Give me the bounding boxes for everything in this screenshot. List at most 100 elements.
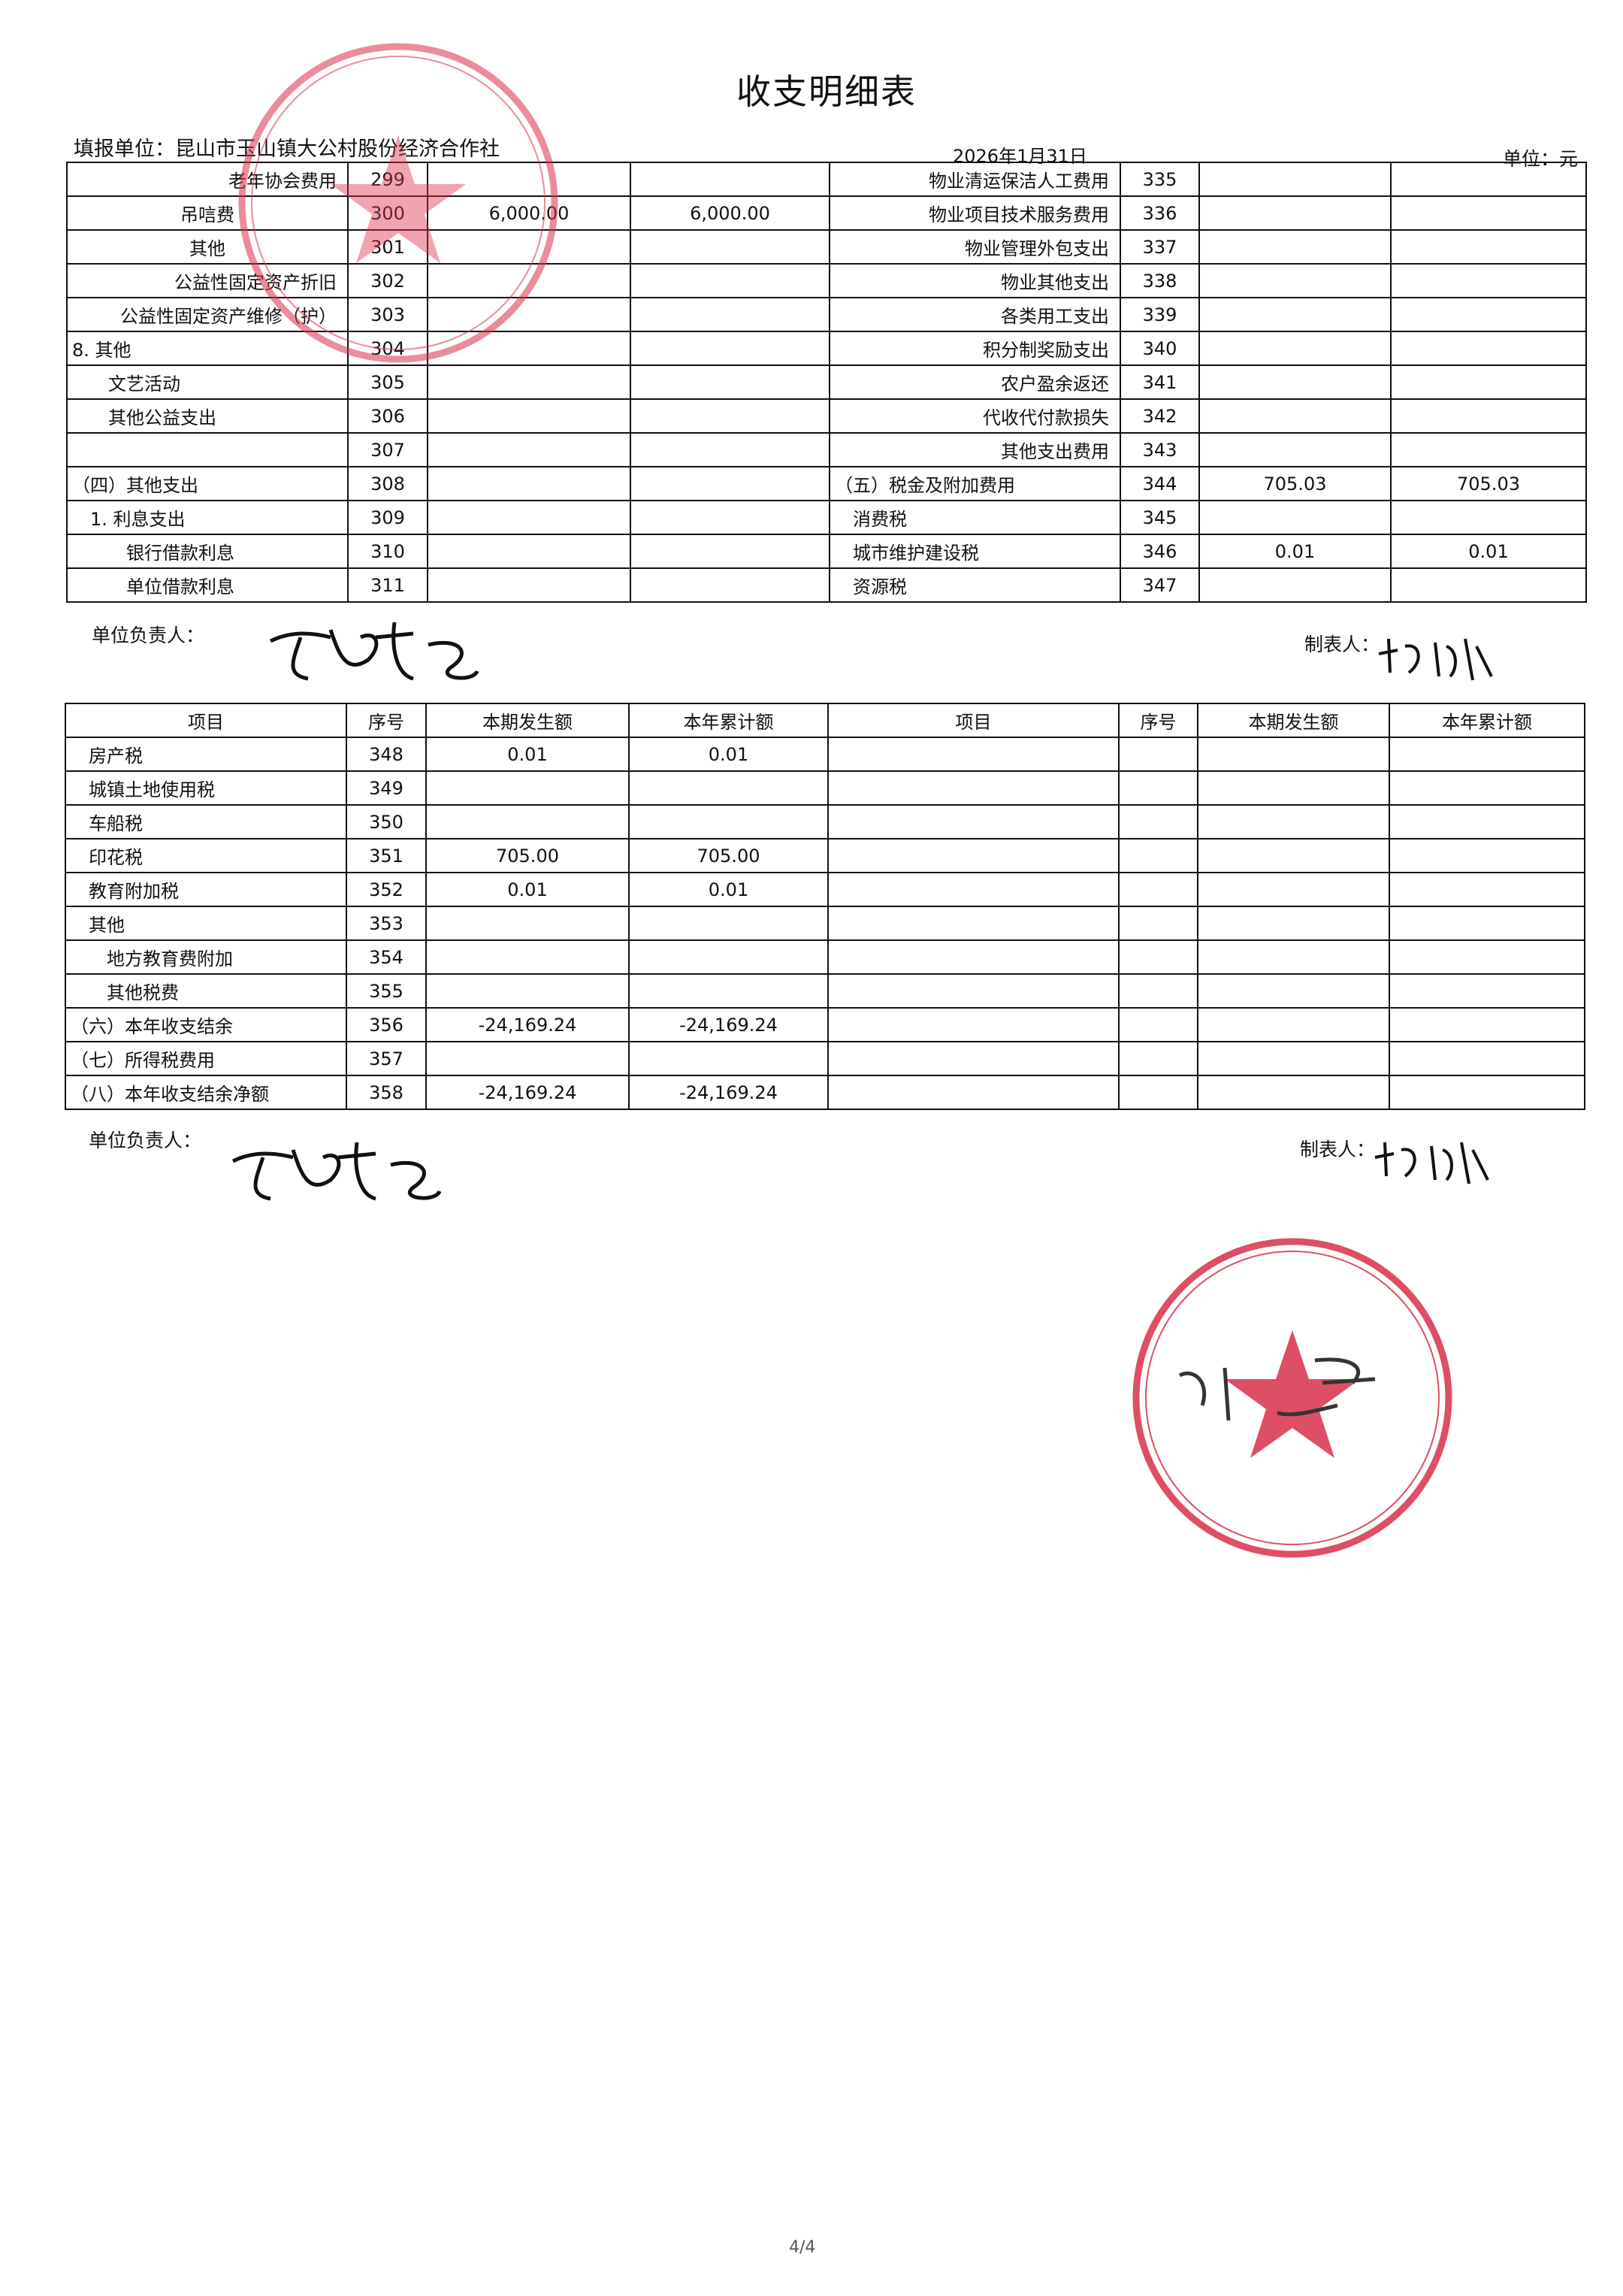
cell-item-right xyxy=(827,770,1120,806)
cell-item: 其他 xyxy=(65,906,347,941)
header-ytd: 本年累计额 xyxy=(628,703,829,738)
table-row: （六）本年收支结余 356 -24,169.24 -24,169.24 xyxy=(65,1007,1585,1042)
table-row: （八）本年收支结余净额 358 -24,169.24 -24,169.24 xyxy=(65,1075,1585,1110)
cell-current-right xyxy=(1197,872,1390,907)
expense-table-continued: 老年协会费用 299 物业清运保洁人工费用 335 吊唁费 300 6,000.00 6,00… xyxy=(66,162,1587,603)
cell-item: 公益性固定资产折旧 xyxy=(66,263,349,298)
cell-current xyxy=(425,906,630,941)
cell-current-right xyxy=(1198,500,1392,535)
table-row: 其他税费 355 xyxy=(65,973,1585,1009)
table-row: 其他公益支出 306 代收代付款损失 342 xyxy=(66,398,1587,434)
cell-item-right: 资源税 xyxy=(829,567,1121,603)
cell-item-right: 物业管理外包支出 xyxy=(829,229,1121,265)
cell-seq: 355 xyxy=(346,973,427,1009)
cell-item xyxy=(66,432,349,467)
responsible-label-2: 单位负责人： xyxy=(89,1130,202,1151)
cell-seq: 349 xyxy=(346,770,427,806)
cell-ytd-right xyxy=(1389,1041,1585,1076)
cell-item-right xyxy=(827,737,1120,772)
cell-ytd-right xyxy=(1389,1075,1585,1110)
header-seq: 序号 xyxy=(346,703,427,738)
cell-current: -24,169.24 xyxy=(425,1075,630,1110)
cell-seq: 356 xyxy=(346,1007,427,1042)
cell-item-right: 物业项目技术服务费用 xyxy=(829,195,1121,231)
cell-item: 公益性固定资产维修（护） xyxy=(66,297,349,332)
cell-item-right xyxy=(827,973,1120,1009)
cell-ytd-right xyxy=(1389,1007,1585,1042)
cell-seq-right: 337 xyxy=(1120,229,1200,265)
cell-current xyxy=(425,939,630,975)
cell-seq-right: 340 xyxy=(1120,331,1200,366)
cell-seq-right xyxy=(1118,838,1198,873)
cell-item-right xyxy=(827,872,1120,907)
cell-item-right xyxy=(827,804,1120,839)
cell-ytd xyxy=(630,534,830,569)
cell-ytd-right xyxy=(1389,872,1585,907)
page-title: 收支明细表 xyxy=(736,71,917,112)
cell-seq: 309 xyxy=(347,500,428,535)
cell-seq: 303 xyxy=(347,297,428,332)
cell-ytd-right xyxy=(1390,365,1587,400)
cell-current xyxy=(425,973,630,1009)
cell-current-right xyxy=(1197,737,1390,772)
cell-seq: 304 xyxy=(347,331,428,366)
cell-item: 其他 xyxy=(66,229,349,265)
cell-item: （六）本年收支结余 xyxy=(65,1007,347,1042)
cell-ytd xyxy=(630,297,830,332)
cell-item-right xyxy=(827,838,1120,873)
cell-item-right xyxy=(827,906,1120,941)
table-row: 其他 353 xyxy=(65,906,1585,941)
preparer-label: 制表人： xyxy=(1304,634,1380,655)
cell-ytd xyxy=(630,331,830,366)
cell-seq: 301 xyxy=(347,229,428,265)
preparer-signature xyxy=(1378,638,1493,681)
cell-seq-right: 335 xyxy=(1120,162,1200,197)
cell-seq: 300 xyxy=(347,195,428,231)
cell-current-right xyxy=(1198,297,1392,332)
cell-current-right xyxy=(1197,770,1390,806)
cell-seq: 310 xyxy=(347,534,428,569)
cell-seq: 299 xyxy=(347,162,428,197)
cell-ytd xyxy=(628,770,829,806)
table-row: 房产税 348 0.01 0.01 xyxy=(65,737,1585,772)
cell-item-right: 消费税 xyxy=(829,500,1121,535)
cell-seq-right: 338 xyxy=(1120,263,1200,298)
cell-current-right xyxy=(1197,939,1390,975)
cell-current-right xyxy=(1197,1041,1390,1076)
cell-item-right: 物业其他支出 xyxy=(829,263,1121,298)
cell-current: 0.01 xyxy=(425,737,630,772)
cell-ytd-right xyxy=(1390,500,1587,535)
cell-item: 文艺活动 xyxy=(66,365,349,400)
cell-item-right: 农户盈余返还 xyxy=(829,365,1121,400)
cell-ytd-right xyxy=(1390,297,1587,332)
cell-item-right xyxy=(827,1041,1120,1076)
cell-current: 0.01 xyxy=(425,872,630,907)
cell-ytd xyxy=(630,432,830,467)
cell-item-right: 积分制奖励支出 xyxy=(829,331,1121,366)
cell-ytd-right xyxy=(1389,737,1585,772)
cell-current-right xyxy=(1197,1075,1390,1110)
cell-current xyxy=(427,331,631,366)
cell-seq-right xyxy=(1118,906,1198,941)
cell-current-right xyxy=(1198,432,1392,467)
cell-item: 其他税费 xyxy=(65,973,347,1009)
cell-item-right xyxy=(827,1007,1120,1042)
cell-ytd-right: 0.01 xyxy=(1390,534,1587,569)
star-icon xyxy=(1225,1330,1360,1458)
cell-seq-right xyxy=(1118,872,1198,907)
cell-current-right xyxy=(1197,804,1390,839)
cell-ytd xyxy=(630,263,830,298)
header-seq-right: 序号 xyxy=(1118,703,1198,738)
cell-ytd-right xyxy=(1389,804,1585,839)
cell-seq: 302 xyxy=(347,263,428,298)
cell-current xyxy=(427,432,631,467)
cell-current xyxy=(427,500,631,535)
cell-ytd-right xyxy=(1390,195,1587,231)
cell-ytd: 6,000.00 xyxy=(630,195,830,231)
cell-current-right xyxy=(1198,365,1392,400)
table-row: 车船税 350 xyxy=(65,804,1585,839)
cell-item: 印花税 xyxy=(65,838,347,873)
header-current-right: 本期发生额 xyxy=(1197,703,1390,738)
cell-ytd-right xyxy=(1389,838,1585,873)
cell-ytd-right xyxy=(1390,398,1587,434)
